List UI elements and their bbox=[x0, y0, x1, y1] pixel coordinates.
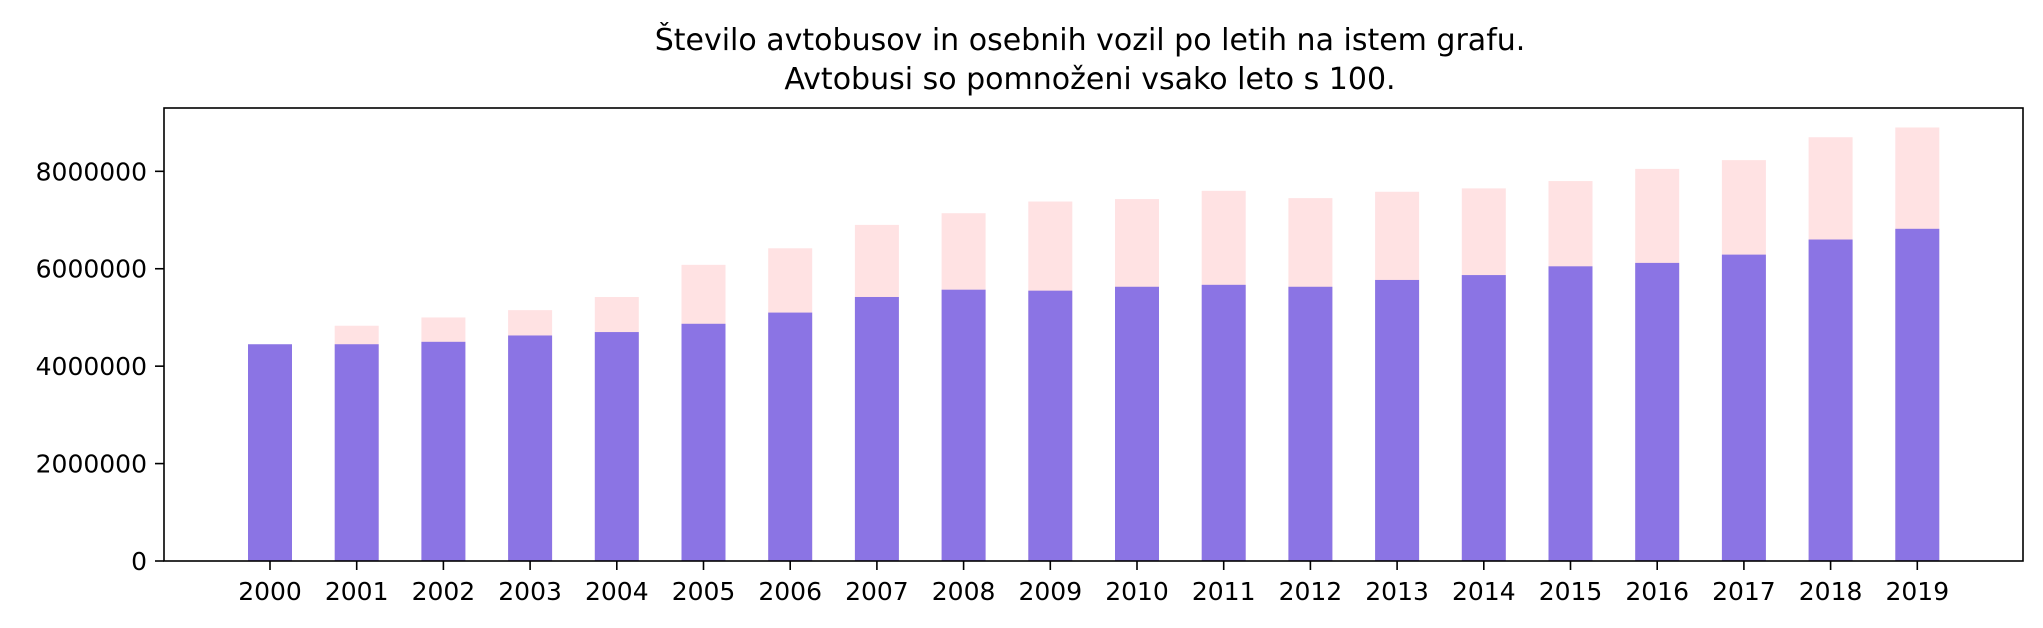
x-tick-label-2004: 2004 bbox=[585, 577, 649, 606]
x-tick-label-2016: 2016 bbox=[1625, 577, 1689, 606]
y-tick-label-2: 4000000 bbox=[36, 352, 147, 381]
bar-series1-2011 bbox=[1201, 284, 1246, 561]
bar-series1-2013 bbox=[1375, 279, 1420, 561]
bar-series1-2009 bbox=[1028, 290, 1073, 561]
chart-title-line-2: Avtobusi so pomnoženi vsako leto s 100. bbox=[784, 62, 1395, 97]
x-tick-label-2012: 2012 bbox=[1279, 577, 1343, 606]
x-tick-label-2006: 2006 bbox=[758, 577, 822, 606]
bar-series1-2006 bbox=[768, 312, 813, 561]
bar-series1-2017 bbox=[1721, 254, 1766, 561]
bar-series1-2014 bbox=[1461, 275, 1506, 561]
bar-series1-2008 bbox=[941, 289, 986, 561]
x-tick-label-2002: 2002 bbox=[412, 577, 476, 606]
bar-series1-2005 bbox=[681, 323, 726, 561]
y-tick-label-0: 0 bbox=[131, 547, 147, 576]
x-tick-label-2007: 2007 bbox=[845, 577, 909, 606]
x-tick-label-2001: 2001 bbox=[325, 577, 389, 606]
x-tick-label-2010: 2010 bbox=[1105, 577, 1169, 606]
bar-series1-2010 bbox=[1115, 286, 1159, 561]
bars-layer bbox=[248, 127, 1940, 562]
x-tick-label-2005: 2005 bbox=[672, 577, 736, 606]
x-tick-label-2009: 2009 bbox=[1018, 577, 1082, 606]
y-tick-label-3: 6000000 bbox=[36, 255, 147, 284]
bar-series1-2001 bbox=[334, 344, 379, 561]
x-tick-label-2000: 2000 bbox=[238, 577, 302, 606]
x-tick-label-2014: 2014 bbox=[1452, 577, 1516, 606]
x-tick-label-2015: 2015 bbox=[1539, 577, 1603, 606]
bar-series1-2015 bbox=[1548, 266, 1593, 561]
bar-series1-2016 bbox=[1635, 262, 1680, 561]
bar-series1-2019 bbox=[1895, 228, 1940, 562]
chart-title-line-1: Število avtobusov in osebnih vozil po le… bbox=[655, 21, 1526, 58]
x-tick-label-2017: 2017 bbox=[1712, 577, 1776, 606]
x-tick-label-2019: 2019 bbox=[1885, 577, 1949, 606]
y-tick-label-1: 2000000 bbox=[36, 450, 147, 479]
x-tick-label-2011: 2011 bbox=[1192, 577, 1256, 606]
bar-series1-2000 bbox=[248, 344, 292, 561]
axes-layer: 0 2000000 4000000 6000000 8000000 2000 2001 200… bbox=[36, 107, 2024, 606]
bar-series1-2018 bbox=[1808, 239, 1853, 561]
bar-series1-2012 bbox=[1288, 286, 1333, 561]
bar-series1-2007 bbox=[854, 296, 899, 561]
plot-frame bbox=[163, 107, 2024, 562]
y-tick-label-4: 8000000 bbox=[36, 157, 147, 186]
bar-series1-2004 bbox=[594, 332, 639, 561]
bar-series1-2002 bbox=[421, 341, 466, 561]
x-tick-label-2018: 2018 bbox=[1799, 577, 1863, 606]
bar-series1-2003 bbox=[508, 335, 553, 561]
x-tick-label-2008: 2008 bbox=[932, 577, 996, 606]
x-tick-label-2013: 2013 bbox=[1365, 577, 1429, 606]
x-tick-label-2003: 2003 bbox=[498, 577, 562, 606]
